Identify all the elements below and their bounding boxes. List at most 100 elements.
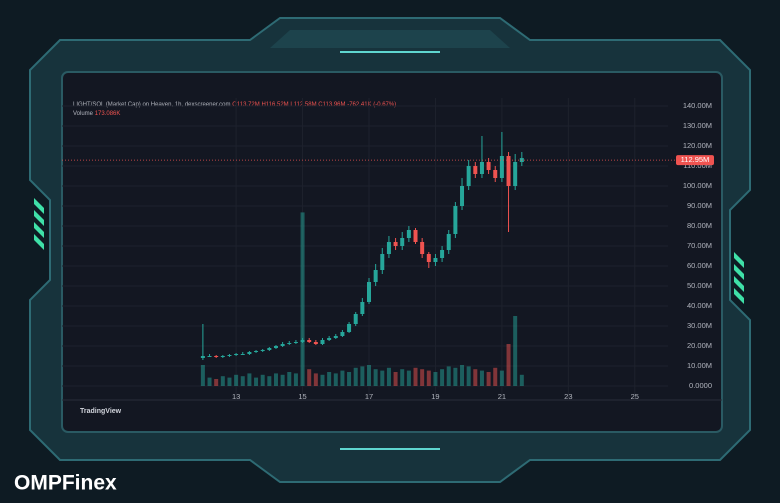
volume-bar [260, 374, 265, 386]
candle-body [506, 156, 511, 186]
ohlc: L112.58M [290, 102, 316, 108]
x-tick-label: 15 [298, 392, 306, 401]
volume-bar [519, 374, 524, 386]
volume-bar [240, 376, 245, 386]
volume-bar [499, 370, 504, 386]
volume-bar [214, 379, 219, 386]
volume-bar [207, 377, 212, 386]
volume-bar [513, 316, 518, 386]
volume-bar [453, 367, 458, 386]
candle-body [460, 186, 465, 206]
candle-body [293, 342, 298, 343]
volume-bar [247, 373, 252, 386]
candle-body [214, 356, 219, 357]
candle-body [207, 356, 212, 357]
candle-body [513, 162, 518, 186]
candle-body [446, 234, 451, 250]
volume-bar [493, 367, 498, 386]
volume-bar [466, 366, 471, 386]
volume-bar [220, 376, 225, 386]
candle-body [254, 351, 259, 352]
candle-body [260, 350, 265, 351]
candle-body [413, 230, 418, 242]
candle-body [240, 354, 245, 355]
volume-bar [353, 367, 358, 386]
volume-bar [300, 212, 305, 386]
y-tick-label: 80.00M [687, 221, 712, 230]
y-tick-label: 30.00M [687, 321, 712, 330]
candle-body [360, 302, 365, 314]
right-stripes [734, 252, 744, 304]
change: -762.41K (-0.67%) [347, 102, 396, 108]
y-tick-label: 100.00M [683, 181, 712, 190]
chart-panel [61, 71, 723, 433]
volume-bar [367, 365, 371, 386]
ohlc: H116.52M [261, 102, 288, 108]
candle-body [347, 324, 352, 332]
volume-bar [360, 366, 365, 386]
candle-body [267, 348, 272, 350]
plot: 0.0000 10.00M 20.00M 30.00M 40.00M 50.00M 60.0… [62, 98, 714, 401]
y-tick-label: 90.00M [687, 201, 712, 210]
volume-value: 173.086K [95, 111, 121, 117]
y-tick-label: 40.00M [687, 301, 712, 310]
volume-bar [460, 365, 465, 386]
volume-bar [293, 373, 298, 386]
y-tick-label: 110.00M [683, 161, 712, 170]
candle-body [313, 342, 318, 344]
price-tag-label: 112.95M [681, 155, 710, 164]
candle-body [333, 336, 338, 338]
candle-body [426, 254, 431, 262]
volume-bar [473, 369, 478, 386]
candle-body [307, 340, 312, 342]
frame-top-notch [270, 30, 510, 48]
candle-body [486, 162, 491, 170]
price-tag [676, 155, 714, 166]
left-stripes [34, 198, 44, 250]
y-tick-label: 20.00M [687, 341, 712, 350]
x-tick-label: 17 [365, 392, 373, 401]
volume-bar [380, 370, 385, 386]
volume-bar [333, 373, 338, 386]
candle-body [400, 238, 405, 246]
volume-bar [406, 370, 411, 386]
volume-bar [234, 374, 239, 386]
candle-body [227, 355, 232, 356]
volume-title: Volume [73, 111, 94, 117]
legend-title: LIGHT/SOL (Market Cap) on Heaven, 1h, de… [73, 102, 231, 108]
candle-body [499, 156, 504, 178]
candle-body [367, 282, 371, 302]
candle-body [373, 270, 378, 282]
x-tick-label: 23 [564, 392, 572, 401]
volume-bar [486, 372, 491, 386]
y-tick-label: 0.0000 [689, 381, 712, 390]
candle-body [287, 343, 292, 344]
volume-bar [267, 376, 272, 386]
ohlc: O113.72M [232, 102, 260, 108]
candle-body [200, 356, 205, 358]
volume-bar [479, 370, 484, 386]
candle-body [320, 340, 325, 344]
candle-body [386, 242, 391, 254]
candle-body [440, 250, 445, 258]
y-tick-label: 60.00M [687, 261, 712, 270]
volume-bar [320, 374, 325, 386]
candle-body [353, 314, 358, 324]
y-tick-label: 140.00M [683, 101, 712, 110]
volume-bar [446, 366, 451, 386]
y-tick-label: 70.00M [687, 241, 712, 250]
legend: LIGHT/SOL (Market Cap) on Heaven, 1h, de… [73, 102, 396, 108]
volume-bar [313, 373, 318, 386]
volume-bar [287, 372, 292, 386]
x-tick-label: 13 [232, 392, 240, 401]
candle-body [493, 170, 498, 178]
volume-bar [273, 373, 278, 386]
candle-body [234, 354, 239, 355]
y-tick-label: 120.00M [683, 141, 712, 150]
candle-body [473, 166, 478, 174]
volume-bar [400, 369, 405, 386]
volume-bar [440, 369, 445, 386]
watermark: TradingView [80, 408, 122, 415]
